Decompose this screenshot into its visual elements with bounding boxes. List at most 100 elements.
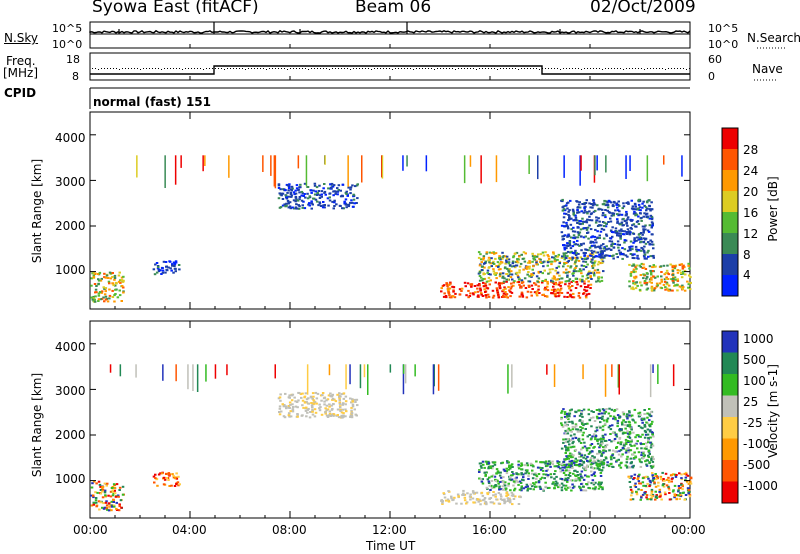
velocity-panel-echo — [511, 493, 515, 496]
power-panel-echo — [557, 283, 561, 286]
power-panel-echo — [565, 247, 568, 250]
power-panel-echo — [287, 189, 290, 192]
velocity-panel-echo — [450, 497, 453, 500]
velocity-panel-echo — [602, 462, 606, 465]
power-panel-echo — [653, 287, 656, 290]
nave-dot — [395, 68, 396, 69]
velocity-panel-echo — [115, 501, 118, 504]
velocity-panel-echo — [628, 433, 631, 436]
power-panel-echo — [447, 291, 450, 294]
velocity-panel-echo — [450, 495, 453, 498]
velocity-panel-echo — [117, 495, 120, 498]
xtick-0800: 08:00 — [272, 523, 307, 537]
velocity-panel-echo — [646, 428, 650, 431]
velocity-panel-echo — [468, 495, 472, 498]
velocity-panel-echo — [475, 491, 479, 494]
velocity-panel-echo — [493, 475, 497, 478]
velocity-panel-echo — [165, 473, 168, 475]
velocity-panel-echo — [106, 482, 109, 485]
power-panel-echo — [631, 248, 634, 251]
nave-dot — [110, 68, 111, 69]
power-panel-echo — [580, 249, 583, 252]
power-panel-echo — [283, 188, 286, 191]
power-panel-echo — [504, 262, 507, 265]
power-panel-echo — [442, 295, 446, 298]
power-panel-echo — [344, 203, 348, 206]
power-panel-echo — [116, 296, 120, 299]
velocity-panel-echo — [338, 392, 341, 395]
velocity-panel-echo — [542, 461, 545, 464]
station-title: Syowa East (fitACF) — [92, 0, 259, 17]
power-panel-echo — [596, 230, 599, 233]
nave-dot — [329, 69, 330, 70]
velocity-panel-echo — [442, 492, 445, 495]
power-panel-echo — [298, 196, 302, 198]
power-panel-echo — [445, 296, 448, 299]
power-panel-echo — [632, 271, 636, 274]
power-panel-echo — [569, 295, 573, 298]
power-panel-echo — [574, 254, 578, 257]
power-panel-echo — [580, 264, 584, 267]
velocity-panel-echo — [615, 459, 619, 462]
velocity-panel-streak — [582, 364, 584, 380]
nave-dot — [338, 68, 339, 69]
power-panel-echo — [618, 213, 621, 216]
velocity-panel-echo — [601, 425, 605, 428]
power-panel-echo — [294, 207, 298, 210]
velocity-panel-echo — [494, 495, 497, 498]
power-panel-echo — [650, 221, 654, 224]
power-panel-echo — [579, 256, 583, 259]
power-panel-echo — [505, 293, 509, 296]
power-panel-echo — [277, 197, 281, 200]
velocity-panel-echo — [575, 464, 578, 467]
power-panel-echo — [499, 268, 502, 271]
power-panel-echo — [563, 212, 566, 215]
power-panel-echo — [639, 232, 643, 234]
power-panel-echo — [528, 275, 531, 278]
power-panel-echo — [501, 275, 505, 278]
power-panel-echo — [554, 255, 557, 258]
velocity-panel-echo — [610, 440, 613, 443]
power-panel-echo — [351, 184, 354, 187]
velocity-panel-echo — [503, 498, 506, 501]
velocity-panel-echo — [323, 400, 326, 403]
nave-dot — [125, 68, 126, 69]
velocity-panel-echo — [495, 468, 499, 471]
velocity-panel-echo — [486, 487, 489, 490]
power-panel-echo — [503, 286, 506, 289]
velocity-panel-echo — [593, 420, 597, 422]
velocity-panel-echo — [588, 487, 591, 490]
velocity-panel-echo — [288, 415, 291, 418]
power-panel-echo — [575, 265, 578, 268]
power-panel-echo — [638, 288, 642, 291]
velocity-panel-echo — [529, 483, 533, 486]
power-panel-echo — [567, 259, 570, 262]
velocity-panel-echo — [634, 456, 638, 459]
velocity-panel-echo — [684, 476, 688, 479]
velocity-panel-echo — [639, 482, 642, 485]
power-panel-echo — [572, 213, 575, 216]
velocity-panel-echo — [681, 484, 684, 487]
power-panel-echo — [550, 260, 554, 263]
power-panel-echo — [507, 269, 510, 272]
power-panel-echo — [510, 270, 513, 273]
power-panel-echo — [351, 201, 354, 204]
power-panel-echo — [289, 207, 292, 210]
velocity-panel-echo — [590, 410, 593, 413]
power-panel-echo — [579, 235, 583, 238]
power-panel-echo — [285, 204, 288, 207]
power-panel-echo — [525, 267, 528, 270]
velocity-panel-echo — [338, 399, 341, 402]
power-panel-echo — [608, 254, 611, 257]
power-panel-echo — [630, 219, 633, 222]
power-panel-echo — [318, 201, 321, 204]
power-panel-echo — [281, 204, 285, 207]
power-panel-echo — [346, 203, 349, 206]
velocity-panel-streak — [414, 364, 416, 377]
power-panel-echo — [566, 261, 569, 264]
velocity-panel-echo — [649, 429, 652, 432]
nave-dot — [203, 69, 204, 70]
power-panel-echo — [593, 261, 596, 264]
velocity-panel-echo — [570, 489, 573, 492]
velocity-panel-echo — [565, 463, 569, 466]
